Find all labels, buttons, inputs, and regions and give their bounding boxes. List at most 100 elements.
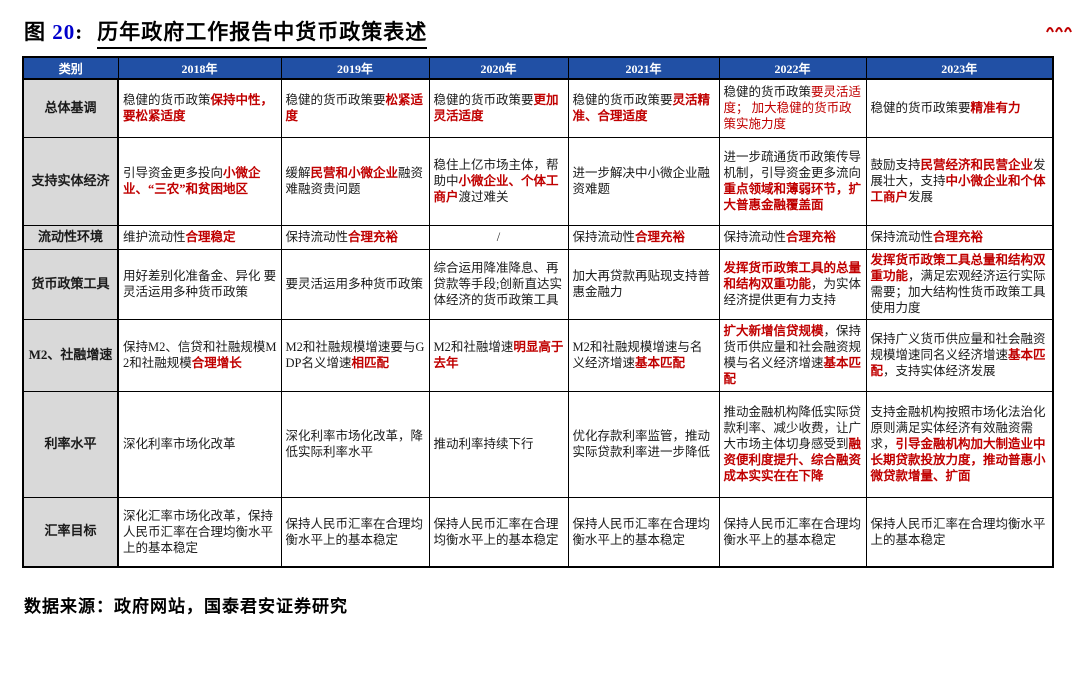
policy-highlight: 合理充裕 <box>786 230 837 244</box>
category-cell: 流动性环境 <box>22 224 119 250</box>
policy-highlight: 合理充裕 <box>933 230 984 244</box>
category-cell: 利率水平 <box>22 390 119 498</box>
policy-cell: 推动金融机构降低实际贷款利率、减少收费，让广大市场主体切身感受到融资便利度提升、… <box>718 390 867 498</box>
policy-cell: 保持人民币汇率在合理均衡水平上的基本稳定 <box>865 496 1054 568</box>
policy-cell: 深化汇率市场化改革，保持人民币汇率在合理均衡水平上的基本稳定 <box>117 496 282 568</box>
policy-cell: / <box>428 224 569 250</box>
policy-text: 保持人民币汇率在合理均衡水平上的基本稳定 <box>870 516 1046 547</box>
policy-cell: 用好差别化准备金、异化 要灵活运用多种货币政策 <box>117 248 282 320</box>
policy-highlight: 合理稳定 <box>185 230 236 244</box>
policy-highlight: 松紧适度 <box>285 93 424 124</box>
table-row: 总体基调 稳健的货币政策保持中性，要松紧适度 稳健的货币政策要松紧适度 稳健的货币政策… <box>22 78 1054 138</box>
column-header-year: 2021年 <box>567 56 720 80</box>
policy-highlight: 合理充裕 <box>348 230 399 244</box>
policy-cell: 保持流动性合理充裕 <box>865 224 1054 250</box>
policy-highlight: 民营经济和民营企业 <box>920 158 1034 172</box>
policy-highlight: 更加灵活适度 <box>433 93 559 124</box>
policy-highlight: 要灵活适度； 加大稳健的货币政策实施力度 <box>723 85 862 132</box>
policy-highlight: 灵活精准、合理适度 <box>572 93 711 124</box>
policy-highlight: 相匹配 <box>351 356 389 370</box>
figure-colon: : <box>75 20 84 44</box>
policy-text: 缓解 <box>285 166 311 180</box>
policy-text: 进一步疏通货币政策传导机制，引导资金更多流向 <box>723 150 862 180</box>
policy-highlight: 中小微企业和个体工商户 <box>870 174 1046 204</box>
policy-highlight: 合理充裕 <box>635 230 686 244</box>
policy-cell: 保持人民币汇率在合理均衡水平上的基本稳定 <box>428 496 569 568</box>
policy-cell: 稳健的货币政策要灵活适度； 加大稳健的货币政策实施力度 <box>718 78 867 138</box>
policy-text: M2和社融增速 <box>433 340 514 354</box>
policy-highlight: 基本匹配 <box>870 348 1046 378</box>
policy-text: ，支持实体经济发展 <box>883 364 996 378</box>
policy-text: 渡过难关 <box>458 190 509 204</box>
policy-cell: 发挥货币政策工具的总量和结构双重功能，为实体经济提供更有力支持 <box>718 248 867 320</box>
policy-cell: 深化利率市场化改革 <box>117 390 282 498</box>
policy-text: 稳健的货币政策要 <box>285 93 386 108</box>
policy-text: 综合运用降准降息、再贷款等手段;创新直达实体经济的货币政策工具 <box>433 261 562 307</box>
table-header-row: 类别 2018年 2019年 2020年 2021年 2022年 2023年 <box>22 56 1054 80</box>
policy-cell: M2和社融规模增速要与GDP名义增速相匹配 <box>280 318 430 392</box>
policy-text: ，满足宏观经济运行实际需要；加大结构性货币政策工具使用力度 <box>870 269 1046 315</box>
policy-text: 保持人民币汇率在合理均衡水平上的基本稳定 <box>433 516 559 547</box>
data-source: 数据来源：政府网站，国泰君安证券研究 <box>24 597 348 616</box>
policy-text: 深化汇率市场化改革，保持人民币汇率在合理均衡水平上的基本稳定 <box>123 508 274 555</box>
policy-text: 保持流动性 <box>572 230 636 244</box>
policy-cell: 加大再贷款再贴现支持普惠金融力 <box>567 248 720 320</box>
policy-highlight: 引导金融机构加大制造业中长期贷款投放力度，推动普惠小微贷款增量、扩面 <box>870 437 1046 483</box>
policy-text: / <box>496 230 501 244</box>
policy-cell: 保持流动性合理充裕 <box>280 224 430 250</box>
policy-cell: 引导资金更多投向小微企业、“三农”和贫困地区 <box>117 136 282 226</box>
policy-text: 保持流动性 <box>723 230 787 244</box>
policy-text: 鼓励支持 <box>870 158 921 172</box>
policy-cell: 优化存款利率监管，推动实际贷款利率进一步降低 <box>567 390 720 498</box>
policy-cell: 稳健的货币政策要精准有力 <box>865 78 1054 138</box>
policy-text: 保持流动性 <box>870 230 934 244</box>
column-header-category: 类别 <box>22 56 119 80</box>
policy-cell: 支持金融机构按照市场化法治化原则满足实体经济有效融资需求，引导金融机构加大制造业… <box>865 390 1054 498</box>
policy-highlight: 发挥货币政策工具总量和结构双重功能 <box>870 253 1046 283</box>
policy-text: 优化存款利率监管，推动实际贷款利率进一步降低 <box>572 429 711 459</box>
policy-highlight: 小微企业、“三农”和贫困地区 <box>123 166 261 196</box>
table-row: 汇率目标 深化汇率市场化改革，保持人民币汇率在合理均衡水平上的基本稳定 保持人民币汇… <box>22 496 1054 568</box>
figure-title: 图 20: 历年政府工作报告中货币政策表述 <box>24 16 1080 49</box>
category-cell: M2、社融增速 <box>22 318 119 392</box>
policy-text: 支持金融机构按照市场化法治化原则满足实体经济有效融资需求， <box>870 405 1046 451</box>
policy-cell: 进一步疏通货币政策传导机制，引导资金更多流向重点领域和薄弱环节，扩大普惠金融覆盖… <box>718 136 867 226</box>
figure-number-value: 20 <box>52 20 76 44</box>
category-cell: 支持实体经济 <box>22 136 119 226</box>
policy-text: 融资难融资贵问题 <box>285 166 424 196</box>
policy-cell: 稳健的货币政策要灵活精准、合理适度 <box>567 78 720 138</box>
policy-text: 保持人民币汇率在合理均衡水平上的基本稳定 <box>572 516 711 547</box>
policy-text: 稳健的货币政策要 <box>572 93 673 108</box>
policy-cell: 推动利率持续下行 <box>428 390 569 498</box>
policy-cell: 保持人民币汇率在合理均衡水平上的基本稳定 <box>280 496 430 568</box>
policy-text: 发展 <box>908 190 934 204</box>
policy-highlight: 扩大新增信贷规模 <box>723 324 824 338</box>
policy-highlight: 明显高于去年 <box>433 340 564 370</box>
policy-cell: 鼓励支持民营经济和民营企业发展壮大，支持中小微企业和个体工商户发展 <box>865 136 1054 226</box>
table-row: 利率水平 深化利率市场化改革 深化利率市场化改革，降低实际利率水平 推动利率持续下行 优… <box>22 390 1054 498</box>
policy-cell: M2和社融增速明显高于去年 <box>428 318 569 392</box>
policy-text: 推动利率持续下行 <box>433 437 534 451</box>
policy-text: 发展壮大，支持 <box>870 158 1046 188</box>
policy-text: 稳健的货币政策 <box>123 93 211 108</box>
policy-text: 加大再贷款再贴现支持普惠金融力 <box>572 269 711 299</box>
policy-table: 类别 2018年 2019年 2020年 2021年 2022年 2023年 总体基调 稳健的… <box>22 56 1054 568</box>
policy-text: 稳健的货币政策要 <box>870 101 971 116</box>
policy-highlight: 发挥货币政策工具的总量和结构双重功能 <box>723 261 862 291</box>
policy-highlight: 小微企业、个体工商户 <box>433 174 559 204</box>
policy-highlight: 合理增长 <box>191 356 242 370</box>
policy-cell: 缓解民营和小微企业融资难融资贵问题 <box>280 136 430 226</box>
category-cell: 货币政策工具 <box>22 248 119 320</box>
column-header-year: 2020年 <box>428 56 569 80</box>
policy-cell: 进一步解决中小微企业融资难题 <box>567 136 720 226</box>
policy-text: 稳住上亿市场主体，帮助中 <box>433 158 559 188</box>
policy-cell: 保持流动性合理充裕 <box>718 224 867 250</box>
policy-cell: 扩大新增信贷规模，保持货币供应量和社会融资规模与名义经济增速基本匹配 <box>718 318 867 392</box>
policy-cell: 保持广义货币供应量和社会融资规模增速同名义经济增速基本匹配，支持实体经济发展 <box>865 318 1054 392</box>
table-row: 货币政策工具 用好差别化准备金、异化 要灵活运用多种货币政策 要灵活运用多种货币政策… <box>22 248 1054 320</box>
policy-text: 维护流动性 <box>123 230 186 244</box>
policy-text: ，保持货币供应量和社会融资规模与名义经济增速 <box>723 324 862 370</box>
policy-cell: 综合运用降准降息、再贷款等手段;创新直达实体经济的货币政策工具 <box>428 248 569 320</box>
policy-highlight: 保持中性，要松紧适度 <box>123 93 274 124</box>
policy-text: 保持人民币汇率在合理均衡水平上的基本稳定 <box>285 516 424 547</box>
